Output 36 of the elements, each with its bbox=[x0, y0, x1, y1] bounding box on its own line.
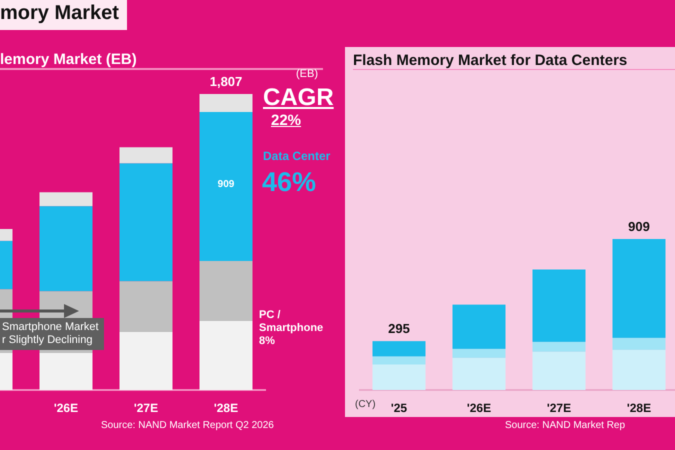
bar bbox=[532, 270, 586, 342]
bar bbox=[452, 358, 506, 390]
annotation: PC / Smartphone 8% bbox=[259, 309, 324, 349]
chart-title: mory Market bbox=[0, 0, 127, 30]
x-tick-label: '27E bbox=[546, 401, 572, 415]
chart-title: Flash Memory Market for Data Centers bbox=[353, 52, 675, 70]
bar bbox=[612, 239, 666, 338]
x-tick-label: '25 bbox=[390, 401, 408, 415]
bar bbox=[452, 348, 506, 358]
bar bbox=[372, 341, 426, 356]
text: (EB) bbox=[296, 68, 318, 82]
annotation: CAGR bbox=[263, 84, 334, 113]
annotation: Data Center bbox=[263, 149, 330, 164]
text: (CY) bbox=[355, 399, 376, 411]
annotation: 909 bbox=[628, 219, 650, 234]
bar bbox=[452, 304, 506, 349]
bar bbox=[532, 352, 586, 390]
annotation: Smartphone Market r Slightly Declining bbox=[0, 318, 104, 350]
bar bbox=[372, 356, 426, 364]
bar bbox=[612, 350, 666, 390]
annotation: 295 bbox=[388, 321, 410, 336]
x-tick-label: '28E bbox=[214, 401, 238, 415]
bar bbox=[372, 364, 426, 390]
x-tick-label: '27E bbox=[134, 401, 158, 415]
text: 22% bbox=[271, 112, 302, 130]
annotation: 909 bbox=[216, 179, 236, 191]
chart-subtitle: lemory Market (EB) bbox=[0, 51, 137, 68]
source-note: Source: NAND Market Report Q2 2026 bbox=[101, 420, 274, 432]
source-note: Source: NAND Market Rep bbox=[505, 420, 626, 432]
bar bbox=[532, 342, 586, 352]
bar bbox=[612, 338, 666, 350]
annotation: 1,807 bbox=[210, 74, 242, 89]
x-tick-label: '26E bbox=[54, 401, 78, 415]
annotation: 46% bbox=[262, 166, 316, 198]
x-tick-label: '26E bbox=[466, 401, 492, 415]
x-tick-label: '28E bbox=[626, 401, 652, 415]
